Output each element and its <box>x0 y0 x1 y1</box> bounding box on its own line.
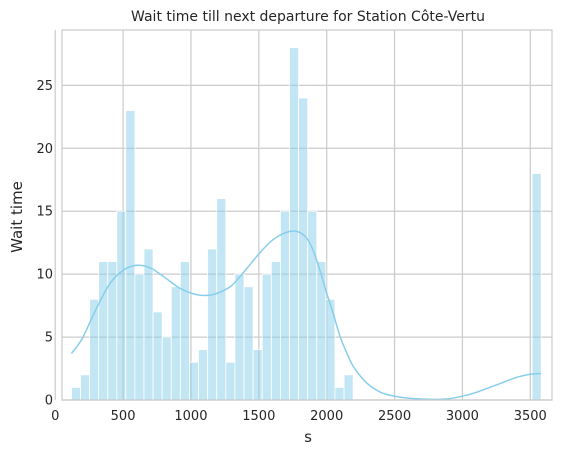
y-tick-label: 25 <box>36 79 53 94</box>
histogram-bar <box>217 199 226 400</box>
histogram-bar <box>135 274 144 400</box>
histogram-bar <box>99 262 108 400</box>
y-tick-label: 0 <box>45 394 53 409</box>
histogram-bar <box>171 287 180 400</box>
histogram-bar <box>72 387 81 400</box>
histogram-bar <box>153 312 162 400</box>
y-tick-label: 5 <box>45 331 53 346</box>
histogram-bar <box>162 337 171 400</box>
histogram-bar <box>126 111 135 400</box>
x-tick-label: 1000 <box>174 409 207 424</box>
x-tick-label: 3000 <box>446 409 479 424</box>
histogram-bar <box>335 387 344 400</box>
histogram-bar <box>308 211 317 400</box>
histogram-bar <box>244 287 253 400</box>
histogram-bar <box>226 362 235 400</box>
y-tick-label: 15 <box>36 205 53 220</box>
y-tick-label: 20 <box>36 142 53 157</box>
x-tick-label: 2500 <box>378 409 411 424</box>
histogram-bar <box>180 262 189 400</box>
histogram-bar <box>208 249 217 400</box>
x-tick-label: 3500 <box>514 409 547 424</box>
x-axis-label: s <box>304 428 312 446</box>
histogram-bar <box>317 262 326 400</box>
x-tick-label: 0 <box>51 409 59 424</box>
histogram-bar <box>271 262 280 400</box>
histogram-bar <box>280 211 289 400</box>
x-tick-label: 500 <box>111 409 136 424</box>
y-tick-label: 10 <box>36 268 53 283</box>
histogram-bar <box>262 274 271 400</box>
x-tick-label: 2000 <box>310 409 343 424</box>
histogram-bar <box>299 98 308 400</box>
histogram-bar <box>108 262 117 400</box>
histogram-bar <box>532 173 541 400</box>
histogram-bar <box>189 362 198 400</box>
histogram-bar <box>344 375 353 400</box>
histogram-bar <box>253 350 262 400</box>
histogram-bar <box>289 48 298 400</box>
histogram-bar <box>235 274 244 400</box>
histogram-bar <box>144 249 153 400</box>
histogram-bar <box>199 350 208 400</box>
histogram-bar <box>80 375 89 400</box>
histogram-bar <box>117 211 126 400</box>
x-tick-label: 1500 <box>242 409 275 424</box>
chart-title: Wait time till next departure for Statio… <box>131 9 485 25</box>
y-axis-label: Wait time <box>8 181 26 253</box>
